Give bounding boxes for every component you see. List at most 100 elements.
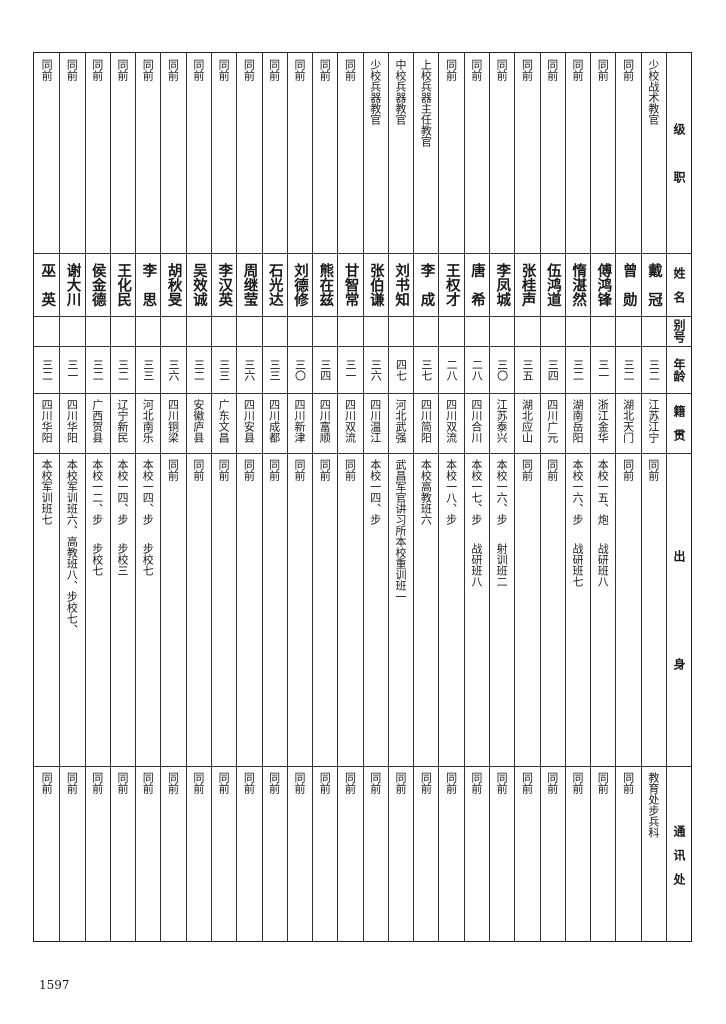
- background-entry: 本校一六、步: [495, 459, 509, 525]
- address-cell: 同前: [40, 772, 54, 794]
- name-cell: 石光达: [266, 262, 283, 307]
- background-entry: 本校一二、步: [90, 459, 104, 525]
- origin-cell: 广东文昌: [217, 399, 231, 443]
- table-row: 上校兵器主任教官李 成三七 四川简阳 本校高教班六 同前: [413, 53, 438, 943]
- header-origin: 籍 贯: [672, 405, 686, 441]
- alias-cell: [262, 316, 287, 346]
- background-entry: 武昌军官讲习所本校重训班一: [394, 459, 408, 602]
- origin-cell: 四川铜梁: [166, 399, 180, 443]
- age-cell: 三一: [65, 358, 79, 381]
- name-cell: 惰湛然: [570, 262, 587, 307]
- name-cell: 曾 勋: [620, 262, 637, 307]
- table-row: 同前 胡秋旻 三六 四川铜梁 同前 同前: [160, 53, 185, 943]
- background-cell: 本校一八、步: [438, 453, 463, 766]
- row-divider: [34, 393, 691, 394]
- table-row: 同前 王权才 二八 四川双流 本校一八、步 同前: [438, 53, 463, 943]
- origin-cell: 四川新津: [292, 399, 306, 443]
- origin-cell: 湖北应山: [520, 399, 534, 443]
- rank-cell: 上校兵器主任教官: [419, 59, 433, 147]
- background-entry: 本校一四、步: [141, 459, 155, 525]
- origin-cell: 四川成都: [267, 399, 281, 443]
- rank-cell: 同前: [444, 59, 458, 81]
- address-cell: 同前: [65, 772, 79, 794]
- rank-cell: 同前: [292, 59, 306, 81]
- address-cell: 同前: [495, 772, 509, 794]
- age-cell: 三一: [596, 358, 610, 381]
- alias-cell: [211, 316, 236, 346]
- address-cell: 同前: [191, 772, 205, 794]
- background-entry: 战研班八: [596, 543, 610, 587]
- background-cell: 同前: [615, 453, 640, 766]
- origin-cell: 四川安县: [242, 399, 256, 443]
- column-divider: [312, 53, 314, 941]
- table-row: 同前巫 英三二 四川华阳 本校军训班七 同前: [34, 53, 59, 943]
- rank-cell: 少校战术教官: [646, 59, 660, 125]
- name-cell: 熊在兹: [317, 262, 334, 307]
- age-cell: 三三: [268, 358, 282, 381]
- rank-cell: 同前: [166, 59, 180, 81]
- age-cell: 三〇: [495, 358, 509, 381]
- rank-cell: 同前: [141, 59, 155, 81]
- background-cell: 本校高教班六: [413, 453, 438, 766]
- background-cell: 本校一二、步 步校七: [85, 453, 110, 766]
- age-cell: 三六: [369, 358, 383, 381]
- age-cell: 二八: [445, 358, 459, 381]
- address-cell: 同前: [394, 772, 408, 794]
- alias-cell: [363, 316, 388, 346]
- table-row: 同前 傅鸿锋 三一 浙江金华 本校一五、炮 战研班八 同前: [590, 53, 615, 943]
- background-cell: 同前: [211, 453, 236, 766]
- alias-cell: [590, 316, 615, 346]
- alias-cell: [388, 316, 413, 346]
- column-divider: [615, 53, 617, 941]
- background-entry: 同前: [621, 459, 635, 481]
- name-cell: 傅鸿锋: [595, 262, 612, 307]
- background-cell: 武昌军官讲习所本校重训班一: [388, 453, 413, 766]
- alias-cell: [641, 316, 666, 346]
- alias-cell: [59, 316, 84, 346]
- table-row: 同前 熊在兹 三四 四川富顺 同前 同前: [312, 53, 337, 943]
- rank-cell: 同前: [115, 59, 129, 81]
- background-cell: 本校一六、步 战研班七: [565, 453, 590, 766]
- origin-cell: 湖北天门: [621, 399, 635, 443]
- age-cell: 三二: [192, 358, 206, 381]
- table-row: 少校兵器教官 张伯谦 三六 四川温江 本校一四、步 同前: [363, 53, 388, 943]
- background-entry: 同前: [267, 459, 281, 481]
- background-cell: 本校一四、步 步校七: [135, 453, 160, 766]
- age-cell: 三六: [242, 358, 256, 381]
- origin-cell: 辽宁新民: [115, 399, 129, 443]
- table-row: 少校战术教官戴 冠三二 江苏江宁 同前 教育处步兵科: [641, 53, 666, 943]
- rank-cell: 中校兵器教官: [394, 59, 408, 125]
- background-cell: 同前: [236, 453, 261, 766]
- background-entry: 步校七: [90, 543, 104, 576]
- alias-cell: [312, 316, 337, 346]
- address-cell: 同前: [166, 772, 180, 794]
- background-entry: 本校军训班七: [40, 459, 54, 525]
- background-entry: 本校一四、步: [115, 459, 129, 525]
- rank-cell: 同前: [571, 59, 585, 81]
- age-cell: 三〇: [293, 358, 307, 381]
- table-row: 同前曾 勋三二 湖北天门 同前 同前: [615, 53, 640, 943]
- alias-cell: [615, 316, 640, 346]
- alias-cell: [514, 316, 539, 346]
- name-cell: 李 思: [140, 262, 157, 307]
- background-cell: 同前: [186, 453, 211, 766]
- alias-cell: [135, 316, 160, 346]
- alias-cell: [160, 316, 185, 346]
- address-cell: 同前: [571, 772, 585, 794]
- row-divider: [34, 453, 691, 454]
- rank-cell: 同前: [267, 59, 281, 81]
- background-entry: 同前: [191, 459, 205, 481]
- origin-cell: 四川合川: [469, 399, 483, 443]
- background-cell: 本校一四、步 步校三: [110, 453, 135, 766]
- age-cell: 三四: [318, 358, 332, 381]
- age-cell: 三二: [622, 358, 636, 381]
- address-cell: 同前: [343, 772, 357, 794]
- row-divider: [34, 766, 691, 767]
- age-cell: 三二: [116, 358, 130, 381]
- age-cell: 三二: [91, 358, 105, 381]
- address-cell: 同前: [520, 772, 534, 794]
- age-cell: 三四: [546, 358, 560, 381]
- background-cell: 本校一六、步 射训班二: [489, 453, 514, 766]
- age-cell: 三二: [647, 358, 661, 381]
- rank-cell: 同前: [90, 59, 104, 81]
